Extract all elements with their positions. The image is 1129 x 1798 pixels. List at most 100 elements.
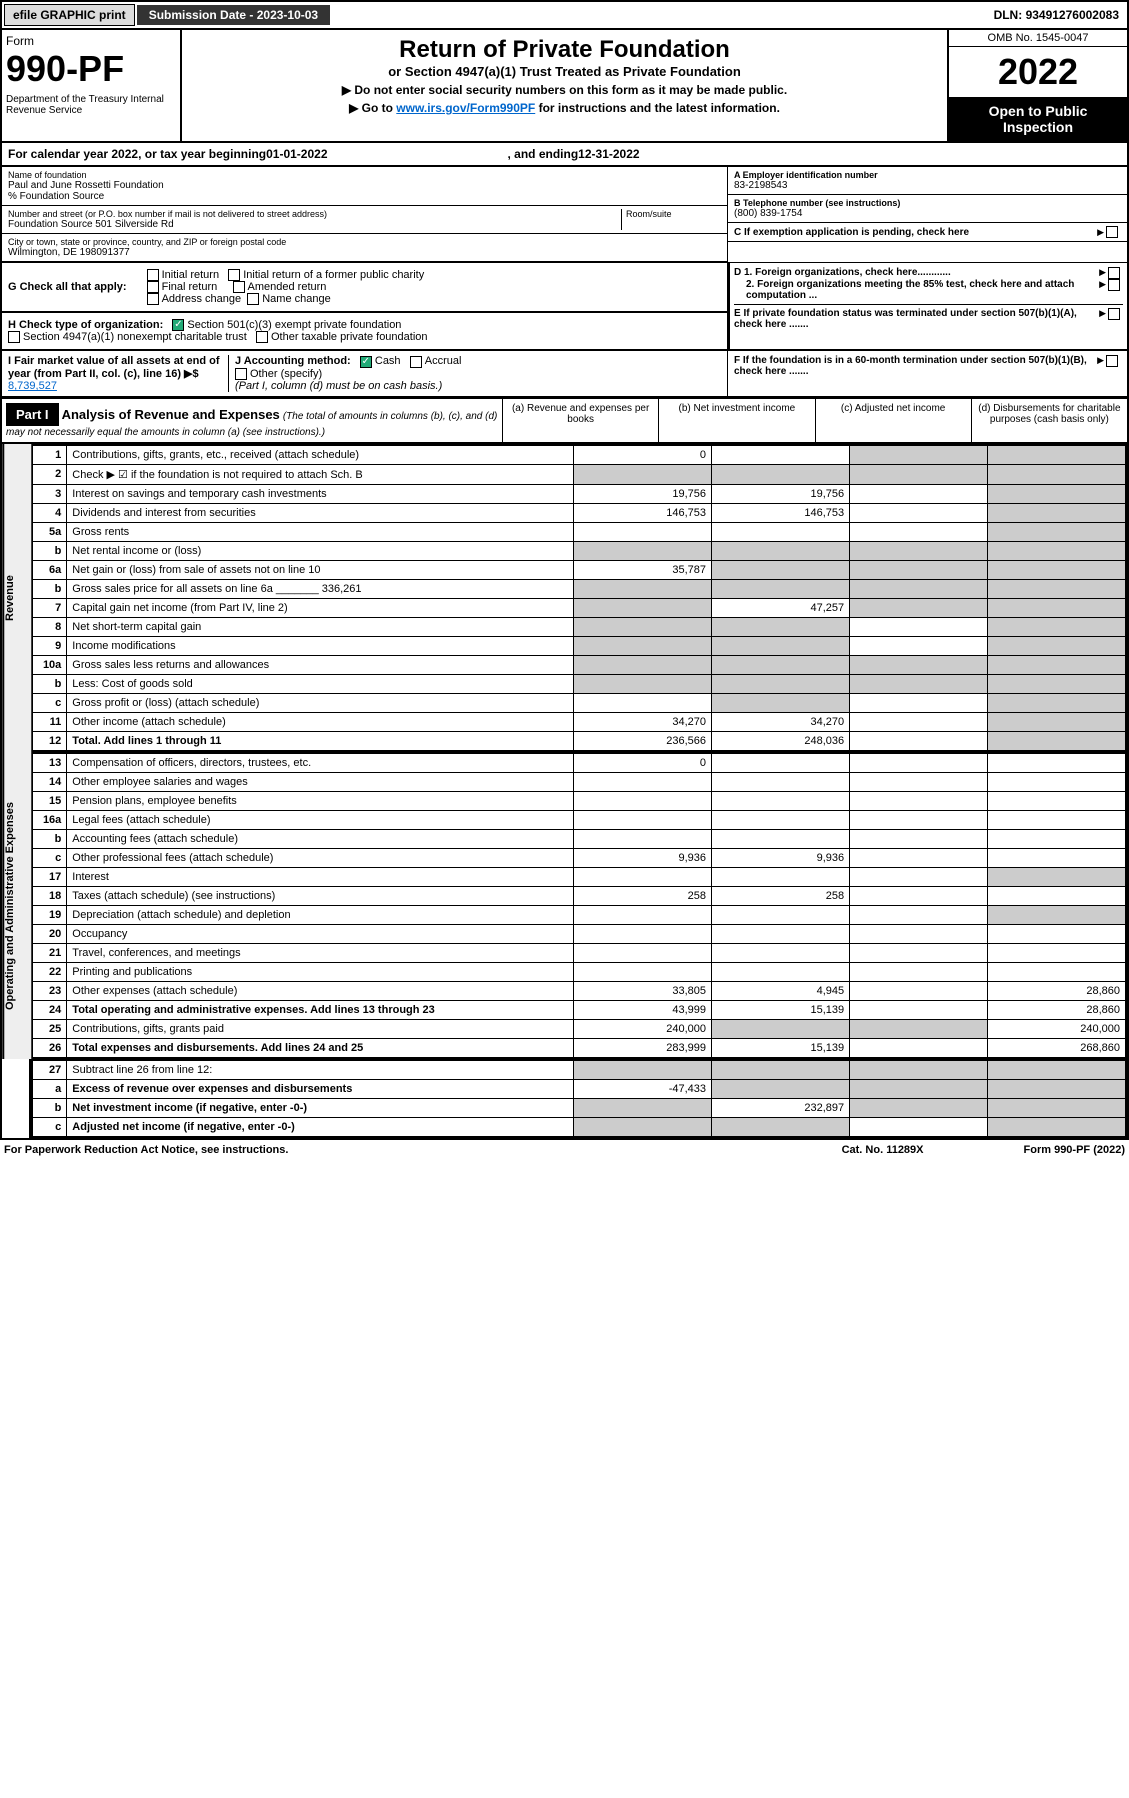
initial-return-checkbox[interactable]: [147, 269, 159, 281]
table-row: 16aLegal fees (attach schedule): [32, 811, 1126, 830]
other-method-checkbox[interactable]: [235, 368, 247, 380]
table-row: 27Subtract line 26 from line 12:: [32, 1060, 1126, 1080]
address-change-checkbox[interactable]: [147, 293, 159, 305]
ein: 83-2198543: [734, 180, 1121, 191]
footer: For Paperwork Reduction Act Notice, see …: [0, 1138, 1129, 1160]
table-row: bNet investment income (if negative, ent…: [32, 1099, 1126, 1118]
check-g-row: G Check all that apply: Initial return I…: [0, 262, 729, 312]
table-row: 19Depreciation (attach schedule) and dep…: [32, 906, 1126, 925]
tax-year: 2022: [949, 47, 1127, 97]
calendar-year-row: For calendar year 2022, or tax year begi…: [0, 143, 1129, 167]
open-to-public: Open to Public Inspection: [949, 97, 1127, 141]
city-label: City or town, state or province, country…: [8, 237, 721, 247]
table-row: 10aGross sales less returns and allowanc…: [32, 656, 1126, 675]
initial-public-checkbox[interactable]: [228, 269, 240, 281]
table-row: bAccounting fees (attach schedule): [32, 830, 1126, 849]
table-row: 22Printing and publications: [32, 963, 1126, 982]
address: Foundation Source 501 Silverside Rd: [8, 219, 621, 230]
phone: (800) 839-1754: [734, 208, 1121, 219]
table-row: 7Capital gain net income (from Part IV, …: [32, 599, 1126, 618]
form-label: Form: [6, 34, 176, 48]
topbar: efile GRAPHIC print Submission Date - 20…: [0, 0, 1129, 30]
submission-date: Submission Date - 2023-10-03: [137, 5, 330, 25]
col-a-header: (a) Revenue and expenses per books: [502, 399, 658, 442]
dln: DLN: 93491276002083: [986, 5, 1127, 25]
check-h-row: H Check type of organization: Section 50…: [0, 312, 729, 350]
table-row: 12Total. Add lines 1 through 11236,56624…: [32, 732, 1126, 752]
table-row: 21Travel, conferences, and meetings: [32, 944, 1126, 963]
paperwork-notice: For Paperwork Reduction Act Notice, see …: [4, 1144, 288, 1156]
table-row: 11Other income (attach schedule)34,27034…: [32, 713, 1126, 732]
table-row: cAdjusted net income (if negative, enter…: [32, 1118, 1126, 1138]
room-label: Room/suite: [626, 209, 721, 219]
foundation-name: Paul and June Rossetti Foundation: [8, 180, 721, 191]
revenue-label: Revenue: [2, 444, 31, 752]
name-change-checkbox[interactable]: [247, 293, 259, 305]
table-row: bNet rental income or (loss): [32, 542, 1126, 561]
table-row: 26Total expenses and disbursements. Add …: [32, 1039, 1126, 1059]
fmv-link[interactable]: 8,739,527: [8, 380, 57, 392]
table-row: 4Dividends and interest from securities1…: [32, 504, 1126, 523]
bottom-table: 27Subtract line 26 from line 12:aExcess …: [31, 1059, 1127, 1138]
form-ref: Form 990-PF (2022): [1024, 1144, 1125, 1156]
final-return-checkbox[interactable]: [147, 281, 159, 293]
table-row: bGross sales price for all assets on lin…: [32, 580, 1126, 599]
revenue-table: 1Contributions, gifts, grants, etc., rec…: [31, 444, 1127, 752]
info-block: Name of foundation Paul and June Rossett…: [0, 167, 1129, 262]
arrow-icon: [1097, 227, 1106, 238]
expenses-label: Operating and Administrative Expenses: [2, 752, 31, 1059]
hij-row: I Fair market value of all assets at end…: [0, 350, 1129, 397]
85pct-checkbox[interactable]: [1108, 279, 1120, 291]
part1-label: Part I: [6, 403, 59, 426]
expenses-table: 13Compensation of officers, directors, t…: [31, 752, 1127, 1059]
department: Department of the Treasury Internal Reve…: [6, 94, 176, 116]
table-row: 17Interest: [32, 868, 1126, 887]
table-row: 15Pension plans, employee benefits: [32, 792, 1126, 811]
table-row: 9Income modifications: [32, 637, 1126, 656]
other-taxable-checkbox[interactable]: [256, 331, 268, 343]
d1-label: D 1. Foreign organizations, check here..…: [734, 267, 1099, 279]
table-row: 6aNet gain or (loss) from sale of assets…: [32, 561, 1126, 580]
part1-header: Part I Analysis of Revenue and Expenses …: [0, 397, 1129, 444]
goto-note: ▶ Go to www.irs.gov/Form990PF for instru…: [188, 101, 941, 115]
pct-source: % Foundation Source: [8, 191, 721, 202]
col-b-header: (b) Net investment income: [658, 399, 814, 442]
f-label: F If the foundation is in a 60-month ter…: [734, 355, 1097, 392]
d2-label: 2. Foreign organizations meeting the 85%…: [734, 279, 1099, 301]
phone-label: B Telephone number (see instructions): [734, 198, 1121, 208]
ein-label: A Employer identification number: [734, 170, 1121, 180]
e-label: E If private foundation status was termi…: [734, 308, 1099, 330]
table-row: 5aGross rents: [32, 523, 1126, 542]
city: Wilmington, DE 198091377: [8, 247, 721, 258]
col-d-header: (d) Disbursements for charitable purpose…: [971, 399, 1127, 442]
accrual-checkbox[interactable]: [410, 356, 422, 368]
4947-checkbox[interactable]: [8, 331, 20, 343]
table-row: 20Occupancy: [32, 925, 1126, 944]
60month-checkbox[interactable]: [1106, 355, 1118, 367]
irs-link[interactable]: www.irs.gov/Form990PF: [396, 101, 535, 115]
omb-number: OMB No. 1545-0047: [949, 30, 1127, 47]
amended-checkbox[interactable]: [233, 281, 245, 293]
table-row: 3Interest on savings and temporary cash …: [32, 485, 1126, 504]
table-row: 14Other employee salaries and wages: [32, 773, 1126, 792]
table-row: 18Taxes (attach schedule) (see instructi…: [32, 887, 1126, 906]
efile-button[interactable]: efile GRAPHIC print: [4, 4, 135, 26]
name-label: Name of foundation: [8, 170, 721, 180]
ssn-note: ▶ Do not enter social security numbers o…: [188, 83, 941, 97]
table-row: cOther professional fees (attach schedul…: [32, 849, 1126, 868]
table-row: 8Net short-term capital gain: [32, 618, 1126, 637]
table-row: 2Check ▶ ☑ if the foundation is not requ…: [32, 465, 1126, 485]
exemption-label: C If exemption application is pending, c…: [734, 227, 1097, 238]
table-row: bLess: Cost of goods sold: [32, 675, 1126, 694]
cat-no: Cat. No. 11289X: [842, 1144, 924, 1156]
form-number: 990-PF: [6, 48, 176, 90]
form-header: Form 990-PF Department of the Treasury I…: [0, 30, 1129, 143]
501c3-checkbox[interactable]: [172, 319, 184, 331]
foreign-org-checkbox[interactable]: [1108, 267, 1120, 279]
terminated-checkbox[interactable]: [1108, 308, 1120, 320]
col-c-header: (c) Adjusted net income: [815, 399, 971, 442]
exemption-checkbox[interactable]: [1106, 226, 1118, 238]
form-title: Return of Private Foundation: [188, 36, 941, 64]
table-row: 23Other expenses (attach schedule)33,805…: [32, 982, 1126, 1001]
cash-checkbox[interactable]: [360, 356, 372, 368]
